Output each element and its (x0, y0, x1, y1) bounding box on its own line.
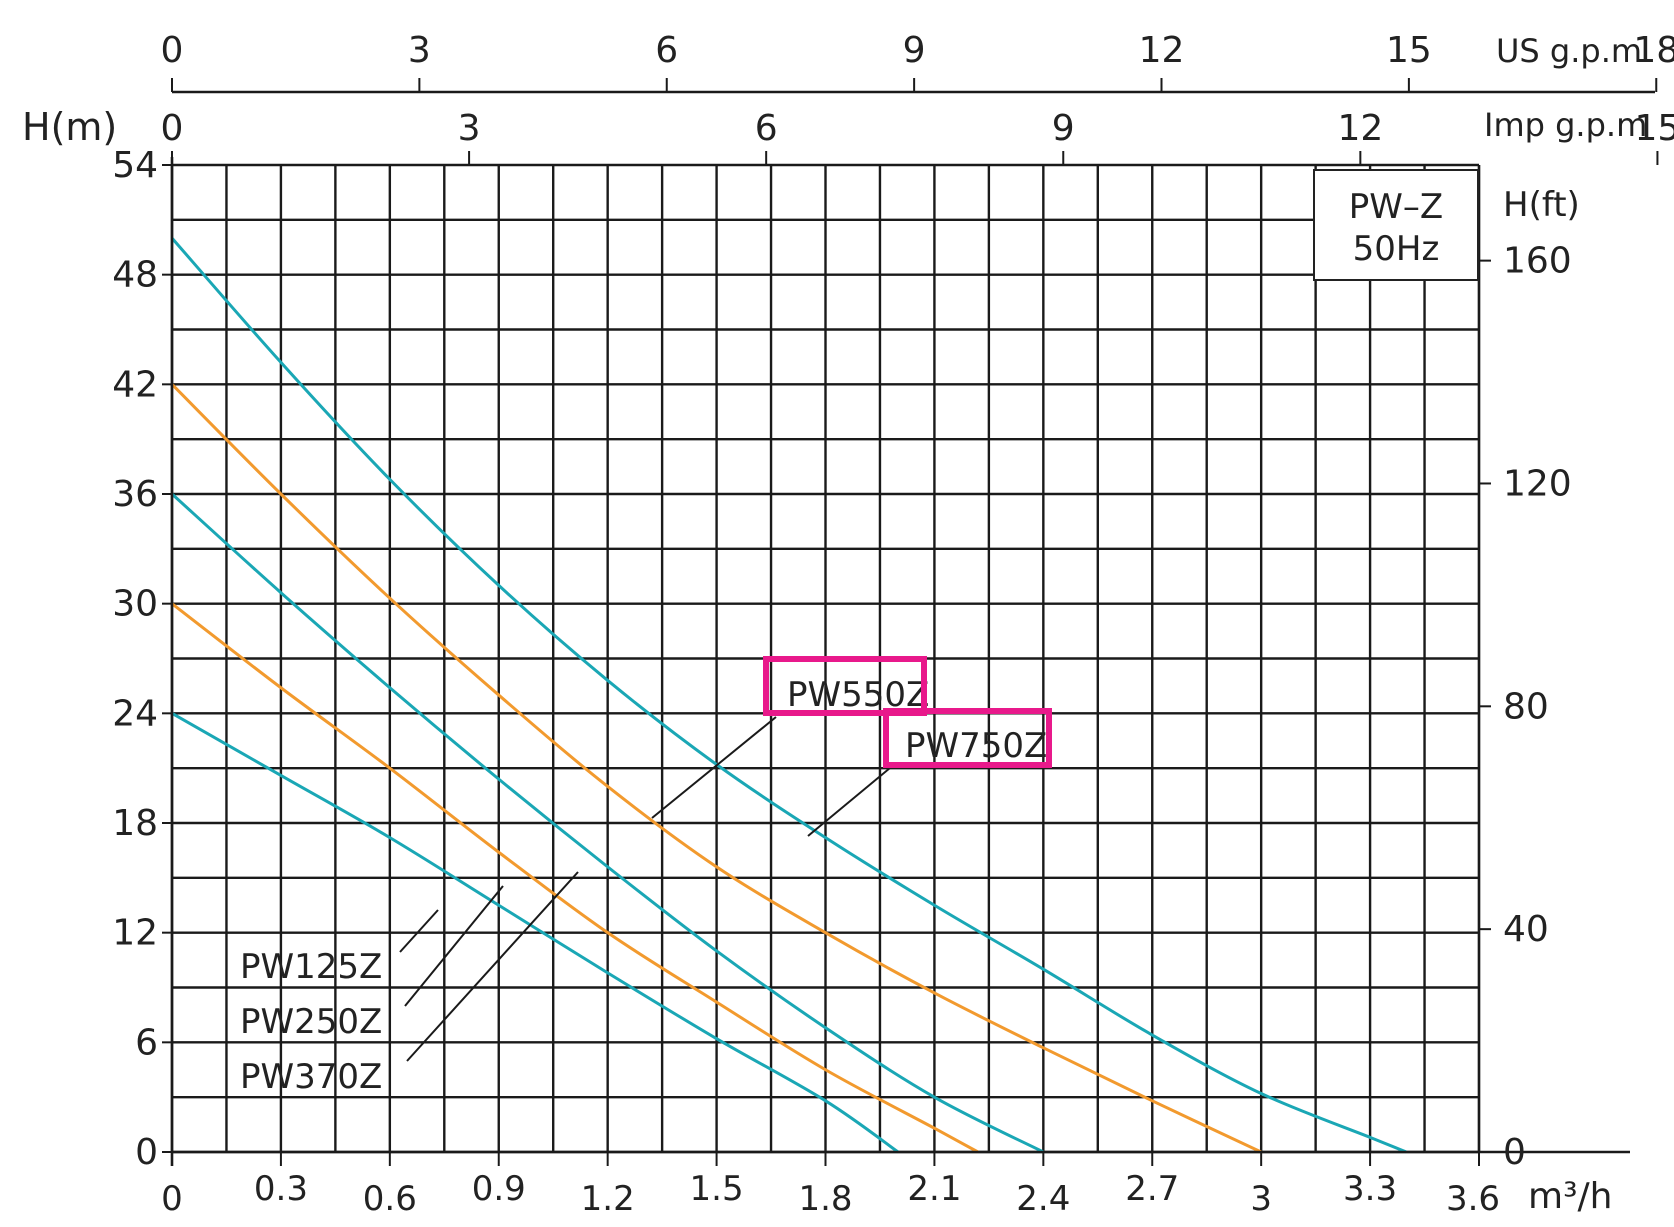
leader-line-pw550z (651, 716, 777, 819)
curve-pw750z (170, 237, 1407, 1154)
us-gpm-tick-label: 15 (1386, 30, 1432, 71)
x-tick-label: 2.4 (1016, 1179, 1070, 1219)
axes: 0 0.3 0.6 0.9 1.2 1.5 1.8 2.1 2.4 2.7 3 3.3 3.606121… (112, 30, 1674, 1219)
ft-tick-label: 40 (1503, 909, 1549, 950)
leader-line-pw125z (399, 909, 439, 953)
us-gpm-tick-label: 12 (1139, 30, 1185, 71)
y-tick-label: 0 (135, 1132, 158, 1173)
x-axis-unit: m³/h (1528, 1176, 1612, 1217)
y-tick-label: 18 (112, 803, 158, 844)
curve-label-pw250z: PW250Z (240, 1002, 382, 1042)
x-tick-label: 1.5 (690, 1169, 744, 1209)
y-tick-label: 48 (112, 255, 158, 296)
us-gpm-tick-label: 9 (903, 30, 926, 71)
y-tick-label: 36 (112, 474, 158, 515)
y-tick-label: 54 (112, 145, 158, 186)
ft-tick-label: 120 (1503, 463, 1572, 504)
x-tick-label: 2.1 (907, 1169, 961, 1209)
imp-gpm-tick-label: 9 (1052, 108, 1075, 149)
curve-label-pw125z: PW125Z (240, 947, 382, 987)
x-tick-label: 1.8 (798, 1179, 852, 1219)
x-tick-label: 0.6 (363, 1179, 417, 1219)
us-gpm-axis-title: US g.p.m (1496, 32, 1642, 70)
leader-line-pw750z (807, 767, 891, 837)
us-gpm-tick-label: 0 (161, 30, 184, 71)
ft-tick-label: 0 (1503, 1132, 1526, 1173)
leader-line-pw250z (404, 885, 504, 1007)
us-gpm-tick-label: 3 (408, 30, 431, 71)
chart-title-line-2: 50Hz (1353, 229, 1440, 269)
title-box (1313, 169, 1479, 281)
leader-line-pw370z (406, 871, 579, 1062)
curve-label-pw750z: PW750Z (905, 726, 1047, 766)
imp-gpm-tick-label: 15 (1635, 108, 1674, 149)
imp-gpm-tick-label: 6 (755, 108, 778, 149)
x-tick-label: 3.3 (1343, 1169, 1397, 1209)
highlight-box-pw550z (763, 656, 927, 716)
ft-tick-label: 80 (1503, 686, 1549, 727)
x-tick-label: 0.9 (472, 1169, 526, 1209)
us-gpm-tick-label: 6 (655, 30, 678, 71)
x-tick-label: 0.3 (254, 1169, 308, 1209)
y-tick-label: 30 (112, 584, 158, 625)
y-tick-label: 6 (135, 1022, 158, 1063)
x-tick-label: 3 (1250, 1179, 1272, 1219)
imp-gpm-tick-label: 0 (161, 108, 184, 149)
y-tick-label: 42 (112, 364, 158, 405)
x-tick-label: 2.7 (1125, 1169, 1179, 1209)
y-tick-label: 12 (112, 913, 158, 954)
curve-pw550z (170, 383, 1262, 1154)
x-tick-label: 1.2 (581, 1179, 635, 1219)
left-axis-title: H(m) (22, 105, 117, 149)
imp-gpm-axis-title: Imp g.p.m (1484, 106, 1647, 144)
x-tick-label: 0 (161, 1179, 183, 1219)
x-tick-label: 3.6 (1446, 1179, 1500, 1219)
curve-pw250z (171, 602, 979, 1154)
chart-title-line-1: PW–Z (1349, 187, 1443, 227)
us-gpm-tick-label: 18 (1633, 30, 1674, 71)
ft-tick-label: 160 (1503, 241, 1572, 282)
curve-label-pw370z: PW370Z (240, 1057, 382, 1097)
curve-pw370z (170, 492, 1045, 1154)
performance-curves (170, 237, 1407, 1154)
highlight-box-pw750z (883, 708, 1052, 768)
y-tick-label: 24 (112, 693, 158, 734)
imp-gpm-tick-label: 3 (458, 108, 481, 149)
right-axis-title: H(ft) (1503, 185, 1580, 225)
imp-gpm-tick-label: 12 (1337, 108, 1383, 149)
curve-pw125z (171, 712, 899, 1154)
